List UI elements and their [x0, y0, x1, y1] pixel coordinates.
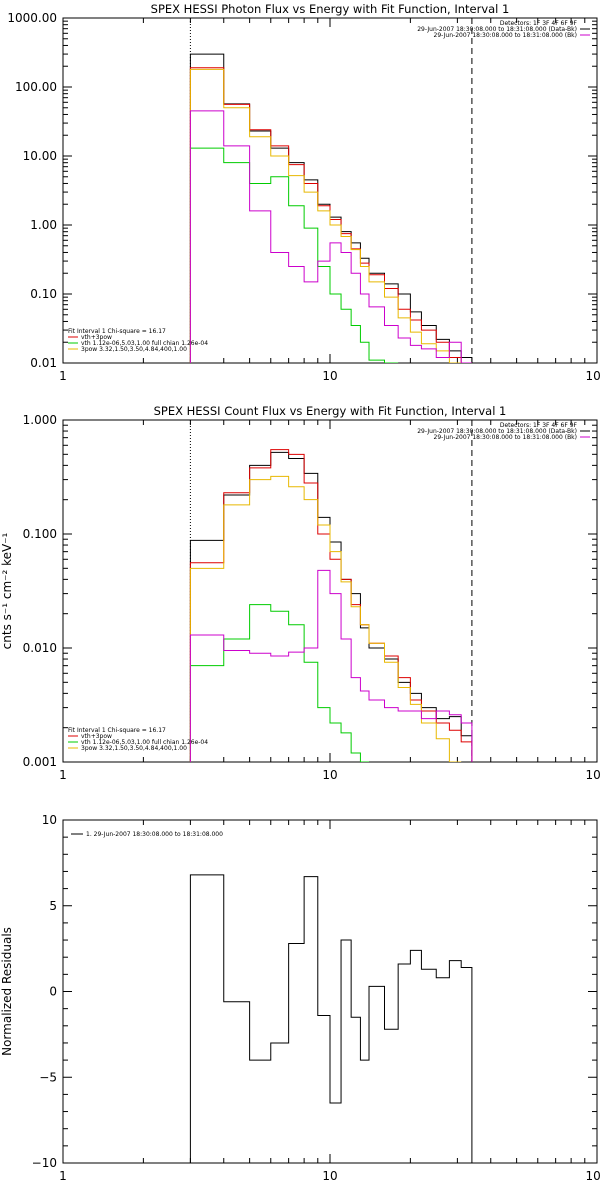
chart-panel-3: 1 10 100 10 5 0 −5 −10 Normalized Residuals 1. 29… — [0, 813, 600, 1183]
series-line-2 — [189, 449, 473, 762]
x-tick-label: 1 — [59, 369, 67, 383]
chart-title: SPEX HESSI Count Flux vs Energy with Fit… — [154, 404, 507, 418]
series-group — [189, 874, 473, 1163]
series-line-4 — [189, 68, 472, 363]
y-tick-label: 0.10 — [30, 287, 57, 301]
legend-label: 3pow 3.32,1.50,3.50,4.84,400,1.00 — [81, 745, 187, 752]
y-tick-label: 5 — [49, 899, 57, 913]
series-line-4 — [189, 475, 462, 762]
x-tick-label: 10 — [322, 369, 337, 383]
y-tick-label: −5 — [39, 1070, 57, 1084]
y-tick-label: 100.00 — [15, 80, 57, 94]
x-tick-label: 1 — [59, 768, 67, 782]
y-tick-label: 0 — [49, 985, 57, 999]
chart-panel-1: SPEX HESSI Photon Flux vs Energy with Fi… — [7, 2, 600, 383]
series-line-5 — [189, 110, 472, 363]
header-label: Detectors: 1F 3F 4F 6F 9F — [500, 422, 578, 429]
plot-frame — [62, 819, 598, 1164]
x-tick-label: 1 — [59, 1169, 67, 1183]
series-group — [189, 449, 473, 762]
y-tick-label: 0.010 — [23, 641, 57, 655]
header-label: 29-Jun-2007 18:30:08.000 to 18:31:08.000… — [434, 32, 577, 39]
header-label: Detectors: 1F 3F 4F 6F 9F — [500, 20, 578, 27]
y-tick-label: 1.000 — [23, 413, 57, 427]
y-tick-label: 0.01 — [30, 356, 57, 370]
y-axis-label: Normalized Residuals — [0, 927, 14, 1056]
y-tick-label: 0.001 — [23, 755, 57, 769]
y-tick-label: 10 — [42, 813, 57, 827]
y-tick-label: 1.00 — [30, 218, 57, 232]
plot-frame — [62, 17, 598, 364]
series-line-5 — [189, 569, 473, 762]
x-tick-label: 100 — [586, 768, 600, 782]
chart-title: SPEX HESSI Photon Flux vs Energy with Fi… — [151, 2, 510, 16]
header-label: 29-Jun-2007 18:30:08.000 to 18:31:08.000… — [434, 434, 577, 441]
legend-label: vth+3pow — [81, 733, 112, 740]
series-line-3 — [189, 147, 399, 363]
y-tick-label: 10.00 — [23, 149, 57, 163]
legend-label: Fit Interval 1 Chi-square = 16.17 — [68, 727, 166, 734]
y-axis-label: cnts s⁻¹ cm⁻² keV⁻¹ — [0, 532, 14, 649]
series-line-2 — [189, 67, 472, 363]
x-tick-label: 100 — [586, 369, 600, 383]
legend-label: Fit Interval 1 Chi-square = 16.17 — [68, 328, 166, 335]
x-tick-label: 100 — [586, 1169, 600, 1183]
legend-label: 1. 29-Jun-2007 18:30:08.000 to 18:31:08.… — [86, 831, 223, 838]
series-line-1 — [189, 53, 473, 363]
series-line-3 — [189, 604, 370, 762]
x-tick-label: 10 — [322, 768, 337, 782]
y-tick-label: −10 — [32, 1156, 57, 1170]
series-line-1 — [189, 451, 473, 762]
header-label: 29-Jun-2007 18:30:08.000 to 18:31:08.000… — [417, 26, 577, 33]
legend-label: vth 1.12e-06,5.03,1.00 full chian 1.26e-… — [81, 340, 208, 347]
chart-panel-2: SPEX HESSI Count Flux vs Energy with Fit… — [0, 404, 600, 782]
series-group — [189, 53, 473, 363]
legend-label: 3pow 3.32,1.50,3.50,4.84,400,1.00 — [81, 346, 187, 353]
header-label: 29-Jun-2007 18:30:08.000 to 18:31:08.000… — [417, 428, 577, 435]
legend-label: vth 1.12e-06,5.03,1.00 full chian 1.26e-… — [81, 739, 208, 746]
y-tick-label: 0.100 — [23, 527, 57, 541]
legend-label: vth+3pow — [81, 334, 112, 341]
series-line-1 — [189, 874, 473, 1163]
y-tick-label: 1000.00 — [7, 11, 57, 25]
x-tick-label: 10 — [322, 1169, 337, 1183]
